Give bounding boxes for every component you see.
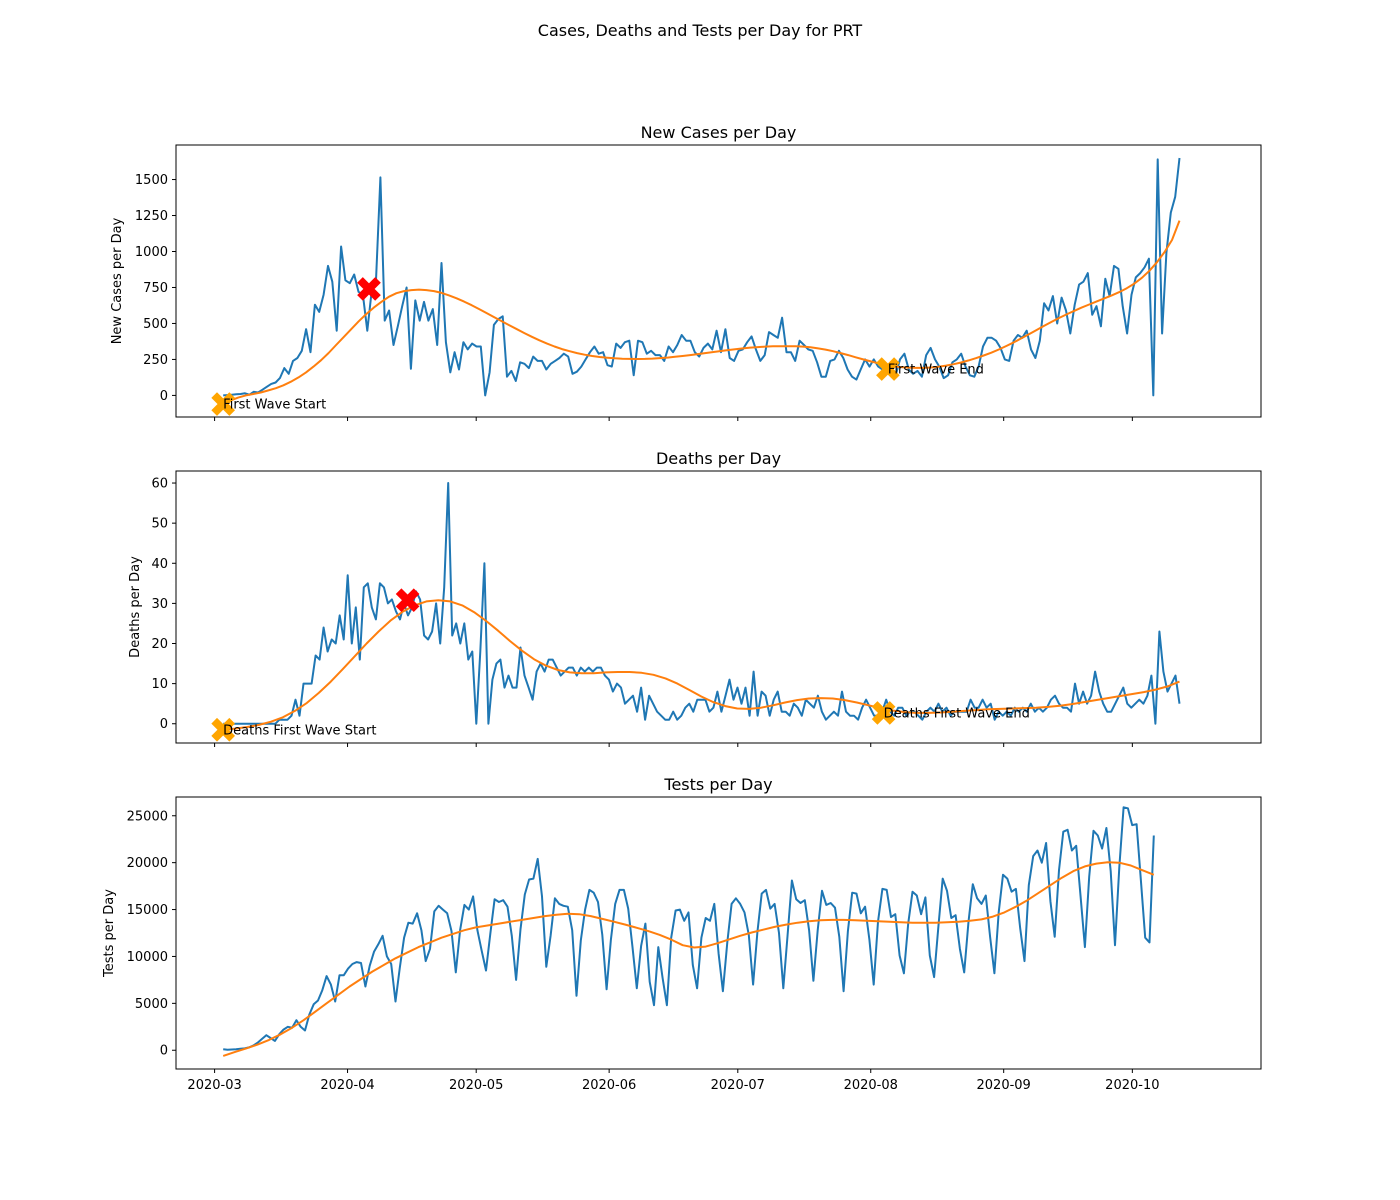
tests-smoothed-line <box>222 861 1155 1057</box>
tests-x-tick-label: 2020-06 <box>582 1078 636 1093</box>
deaths-wave-marker <box>211 717 236 742</box>
tests-y-tick-label: 0 <box>160 1044 168 1059</box>
tests-y-tick-label: 10000 <box>127 950 168 965</box>
deaths-panel-title: Deaths per Day <box>656 449 781 468</box>
cases-plot-area: 0 250 500 750 1000 1250 1500 First Wave Start Fi… <box>135 157 1181 421</box>
deaths-peak-marker <box>395 588 420 613</box>
cases-y-tick-label: 0 <box>160 389 168 404</box>
cases-y-tick-label: 250 <box>143 353 168 368</box>
deaths-y-axis-label: Deaths per Day <box>128 556 143 658</box>
deaths-axes-frame <box>175 470 1262 744</box>
tests-x-tick-label: 2020-10 <box>1105 1078 1159 1093</box>
cases-panel-title: New Cases per Day <box>641 123 797 142</box>
deaths-y-tick-label: 0 <box>160 717 168 732</box>
deaths-y-tick-label: 60 <box>151 477 168 492</box>
deaths-y-tick-label: 40 <box>151 557 168 572</box>
cases-smoothed-line <box>222 220 1181 405</box>
tests-y-tick-label: 20000 <box>127 856 168 871</box>
cases-axes-frame <box>175 144 1262 418</box>
deaths-plot-area: 0 10 20 30 40 50 60 Deaths First Wave Start Deat… <box>151 477 1181 747</box>
deaths-y-tick-label: 10 <box>151 677 168 692</box>
tests-x-tick-label: 2020-08 <box>844 1078 898 1093</box>
figure-suptitle: Cases, Deaths and Tests per Day for PRT <box>538 21 863 40</box>
cases-y-tick-label: 750 <box>143 281 168 296</box>
deaths-wave-marker <box>871 701 896 725</box>
tests-x-tick-label: 2020-03 <box>187 1078 241 1093</box>
tests-panel: Tests per Day Tests per Day 0 5000 10000 15… <box>102 775 1262 1093</box>
deaths-marker-label: Deaths First Wave End <box>884 706 1030 721</box>
tests-x-tick-label: 2020-05 <box>449 1078 503 1093</box>
cases-marker-label: First Wave Start <box>223 398 326 413</box>
cases-marker-label: First Wave End <box>888 363 984 378</box>
cases-y-tick-label: 1250 <box>135 209 168 224</box>
tests-panel-title: Tests per Day <box>663 775 772 794</box>
cases-panel: New Cases per Day New Cases per Day 0 250… <box>110 123 1262 421</box>
tests-y-tick-label: 5000 <box>135 997 168 1012</box>
cases-wave-marker <box>876 357 900 381</box>
cases-y-axis-label: New Cases per Day <box>110 217 125 344</box>
deaths-y-tick-label: 20 <box>151 637 168 652</box>
cases-y-tick-label: 1500 <box>135 173 168 188</box>
deaths-smoothed-line <box>223 599 1180 731</box>
deaths-y-tick-label: 50 <box>151 517 168 532</box>
tests-plot-area: 0 5000 10000 15000 20000 25000 2020-03 2020-04 2… <box>127 806 1160 1093</box>
tests-y-tick-label: 25000 <box>127 809 168 824</box>
tests-x-tick-label: 2020-07 <box>711 1078 765 1093</box>
tests-x-tick-label: 2020-04 <box>320 1078 374 1093</box>
deaths-marker-label: Deaths First Wave Start <box>223 723 376 738</box>
tests-x-tick-label: 2020-09 <box>977 1078 1031 1093</box>
cases-y-tick-label: 1000 <box>135 245 168 260</box>
tests-y-tick-label: 15000 <box>127 903 168 918</box>
tests-y-axis-label: Tests per Day <box>102 889 117 978</box>
cases-daily-line <box>223 157 1181 397</box>
cases-wave-marker <box>211 392 236 416</box>
deaths-panel: Deaths per Day Deaths per Day 0 10 20 30 40 5… <box>128 449 1262 747</box>
cases-y-tick-label: 500 <box>143 317 168 332</box>
deaths-daily-line <box>223 482 1181 725</box>
cases-peak-marker <box>357 277 381 301</box>
deaths-y-tick-label: 30 <box>151 597 168 612</box>
tests-axes-frame <box>175 796 1262 1070</box>
tests-daily-line <box>223 806 1155 1051</box>
